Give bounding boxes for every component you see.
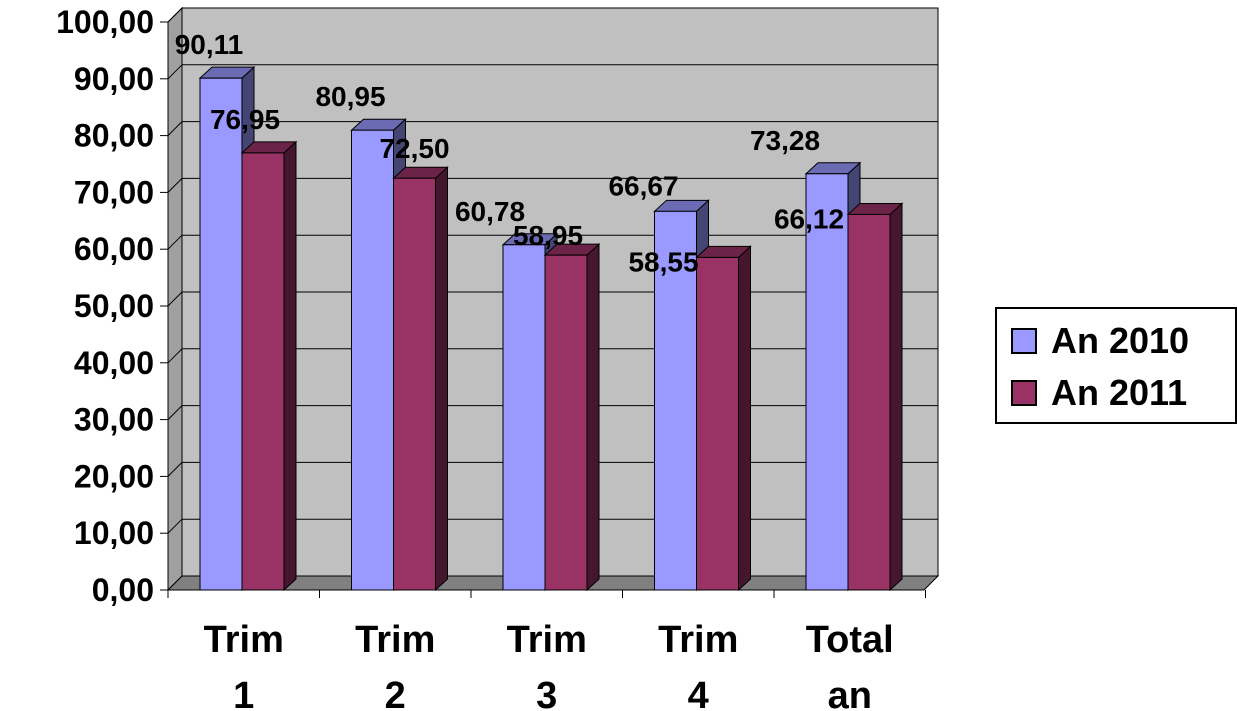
y-tick-label: 20,00 <box>74 458 154 494</box>
x-category-label-line: an <box>828 675 872 711</box>
gridline-side <box>167 7 183 23</box>
bar-side <box>738 245 751 592</box>
y-tick-label: 10,00 <box>74 515 154 551</box>
bar-side <box>435 166 448 592</box>
legend-swatch-series-1 <box>1011 328 1037 354</box>
x-category-label-line: Trim <box>658 619 738 661</box>
x-category-label: Trim 3 <box>507 619 587 711</box>
data-label: 58,55 <box>628 246 698 277</box>
data-label: 90,11 <box>175 29 244 60</box>
data-label: 66,12 <box>774 203 844 234</box>
gridline-side <box>167 64 183 80</box>
gridline-side <box>167 178 183 193</box>
gridline-side <box>167 234 183 250</box>
x-category-label-line: 3 <box>536 675 557 711</box>
data-label: 58,95 <box>513 220 583 251</box>
y-tick-label: 40,00 <box>74 345 154 381</box>
data-label: 73,28 <box>750 125 820 156</box>
bar-front <box>351 129 394 591</box>
bar-front <box>502 244 546 591</box>
x-category-label-line: 2 <box>385 675 406 711</box>
bar-front <box>696 256 739 591</box>
x-axis-categories: Trim 1 Trim 2 Trim 3 Trim 4 Total an <box>204 619 894 711</box>
x-category-label: Total an <box>806 619 894 711</box>
bar <box>392 166 449 592</box>
gridline-side <box>167 518 183 534</box>
gridline-side <box>167 462 183 477</box>
bar-side <box>889 202 903 592</box>
x-category-label-line: Trim <box>507 619 587 661</box>
legend-label-series-2: An 2011 <box>1051 372 1188 413</box>
data-label: 72,50 <box>379 133 449 164</box>
bar-front <box>805 173 849 591</box>
y-tick-label: 80,00 <box>74 118 154 154</box>
bar-front <box>393 177 436 591</box>
x-category-label: Trim 2 <box>355 619 435 711</box>
gridline-side <box>167 291 183 307</box>
gridline-side <box>167 405 183 420</box>
bar-front <box>199 77 243 591</box>
bar-front <box>544 254 588 591</box>
data-label: 60,78 <box>455 196 525 227</box>
x-category-label-line: Total <box>806 619 894 661</box>
bar <box>846 202 904 592</box>
gridline-side <box>167 121 183 136</box>
bar <box>695 245 752 592</box>
data-label: 76,95 <box>210 104 280 135</box>
bar <box>240 140 298 592</box>
bar-front <box>241 152 285 591</box>
legend-label-series-1: An 2010 <box>1051 320 1190 361</box>
y-tick-label: 0,00 <box>92 572 154 608</box>
bar-front <box>847 213 891 591</box>
data-label: 66,67 <box>608 170 678 201</box>
y-tick-label: 100,00 <box>56 4 154 40</box>
y-tick-label: 90,00 <box>74 61 154 97</box>
bar-side <box>283 140 297 592</box>
legend: An 2010 An 2011 <box>995 307 1237 424</box>
x-category-label-line: 1 <box>233 675 254 711</box>
x-category-label: Trim 4 <box>658 619 738 711</box>
y-axis-ticks: 0,00 10,00 20,00 30,00 40,00 50,00 60,00 70,00 8… <box>56 4 168 608</box>
gridline-side <box>167 348 183 364</box>
data-label: 80,95 <box>315 81 385 112</box>
x-category-label: Trim 1 <box>204 619 284 711</box>
bar-side <box>586 243 600 592</box>
legend-item-series-2: An 2011 <box>1011 372 1188 413</box>
bars <box>198 66 904 592</box>
x-category-label-line: Trim <box>355 619 435 661</box>
y-tick-label: 70,00 <box>74 174 154 210</box>
bar <box>543 243 601 592</box>
legend-item-series-1: An 2010 <box>1011 320 1190 361</box>
x-category-label-line: Trim <box>204 619 284 661</box>
x-category-label-line: 4 <box>688 675 709 711</box>
y-tick-label: 50,00 <box>74 288 154 324</box>
y-tick-label: 30,00 <box>74 402 154 438</box>
y-tick-label: 60,00 <box>74 231 154 267</box>
legend-swatch-series-2 <box>1011 380 1037 406</box>
